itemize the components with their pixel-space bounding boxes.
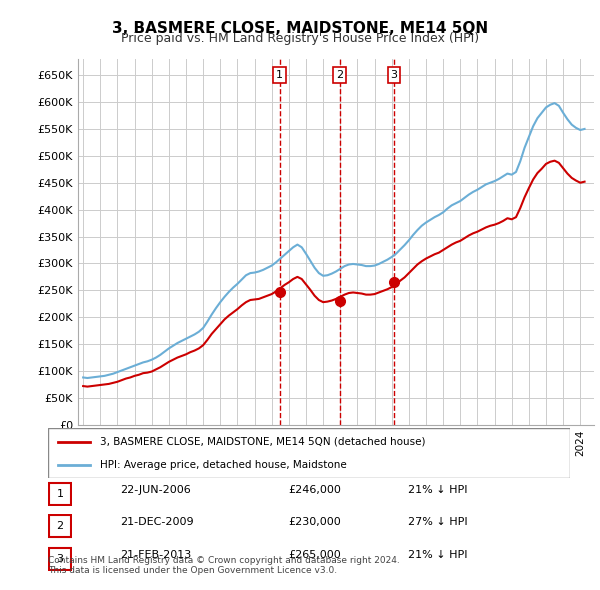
Text: £265,000: £265,000 [288, 550, 341, 559]
Text: Price paid vs. HM Land Registry's House Price Index (HPI): Price paid vs. HM Land Registry's House … [121, 32, 479, 45]
FancyBboxPatch shape [48, 428, 570, 478]
Text: 1: 1 [56, 489, 64, 499]
Text: 2: 2 [56, 522, 64, 531]
Text: 21% ↓ HPI: 21% ↓ HPI [408, 550, 467, 559]
Text: 3: 3 [56, 554, 64, 563]
Text: 3, BASMERE CLOSE, MAIDSTONE, ME14 5QN: 3, BASMERE CLOSE, MAIDSTONE, ME14 5QN [112, 21, 488, 35]
Text: 2: 2 [336, 70, 343, 80]
Text: 21-FEB-2013: 21-FEB-2013 [120, 550, 191, 559]
Text: 21-DEC-2009: 21-DEC-2009 [120, 517, 194, 527]
Text: 21% ↓ HPI: 21% ↓ HPI [408, 485, 467, 494]
FancyBboxPatch shape [49, 483, 71, 505]
Text: 3, BASMERE CLOSE, MAIDSTONE, ME14 5QN (detached house): 3, BASMERE CLOSE, MAIDSTONE, ME14 5QN (d… [100, 437, 426, 447]
Text: 3: 3 [391, 70, 397, 80]
FancyBboxPatch shape [49, 515, 71, 537]
Text: 27% ↓ HPI: 27% ↓ HPI [408, 517, 467, 527]
FancyBboxPatch shape [49, 548, 71, 570]
Text: 22-JUN-2006: 22-JUN-2006 [120, 485, 191, 494]
Text: Contains HM Land Registry data © Crown copyright and database right 2024.
This d: Contains HM Land Registry data © Crown c… [48, 556, 400, 575]
Text: HPI: Average price, detached house, Maidstone: HPI: Average price, detached house, Maid… [100, 460, 347, 470]
Text: £230,000: £230,000 [288, 517, 341, 527]
Text: £246,000: £246,000 [288, 485, 341, 494]
Text: 1: 1 [276, 70, 283, 80]
